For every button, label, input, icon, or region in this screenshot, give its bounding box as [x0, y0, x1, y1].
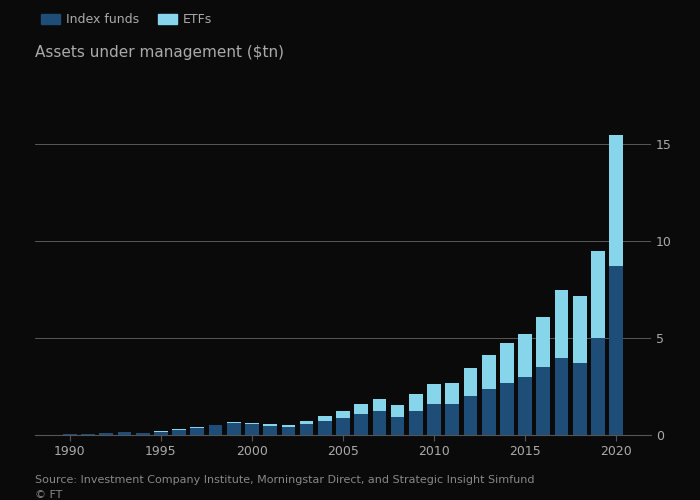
Bar	[190, 428, 204, 435]
Legend: Index funds, ETFs: Index funds, ETFs	[41, 14, 212, 26]
Bar	[354, 414, 368, 435]
Bar	[281, 426, 295, 435]
Bar	[227, 424, 241, 435]
Bar	[500, 382, 514, 435]
Bar	[391, 406, 405, 416]
Bar	[245, 423, 259, 424]
Bar	[463, 396, 477, 435]
Bar	[300, 421, 314, 424]
Bar	[482, 354, 496, 388]
Bar	[318, 416, 332, 421]
Bar	[227, 422, 241, 424]
Bar	[536, 317, 550, 367]
Bar	[554, 358, 568, 435]
Bar	[591, 338, 605, 435]
Bar	[118, 432, 132, 435]
Bar	[63, 434, 77, 435]
Bar	[536, 367, 550, 435]
Bar	[518, 334, 532, 377]
Bar	[463, 368, 477, 396]
Bar	[318, 421, 332, 435]
Bar	[445, 382, 459, 404]
Bar	[573, 364, 587, 435]
Bar	[427, 384, 441, 404]
Bar	[281, 424, 295, 426]
Bar	[372, 411, 386, 435]
Bar	[500, 343, 514, 382]
Bar	[354, 404, 368, 413]
Bar	[427, 404, 441, 435]
Bar	[154, 432, 168, 435]
Bar	[209, 424, 223, 426]
Text: Source: Investment Company Institute, Morningstar Direct, and Strategic Insight : Source: Investment Company Institute, Mo…	[35, 475, 535, 485]
Bar	[591, 251, 605, 338]
Bar	[263, 424, 277, 426]
Bar	[391, 416, 405, 435]
Bar	[609, 266, 623, 435]
Bar	[99, 434, 113, 435]
Bar	[245, 424, 259, 435]
Bar	[518, 377, 532, 435]
Bar	[573, 296, 587, 364]
Bar	[263, 426, 277, 435]
Bar	[136, 432, 150, 435]
Bar	[81, 434, 95, 435]
Text: © FT: © FT	[35, 490, 62, 500]
Bar	[554, 290, 568, 358]
Bar	[409, 411, 423, 435]
Bar	[445, 404, 459, 435]
Text: Assets under management ($tn): Assets under management ($tn)	[35, 45, 284, 60]
Bar	[372, 399, 386, 411]
Bar	[336, 418, 350, 435]
Bar	[300, 424, 314, 435]
Bar	[409, 394, 423, 411]
Bar	[172, 430, 186, 435]
Bar	[336, 411, 350, 418]
Bar	[482, 388, 496, 435]
Bar	[609, 134, 623, 266]
Bar	[209, 426, 223, 435]
